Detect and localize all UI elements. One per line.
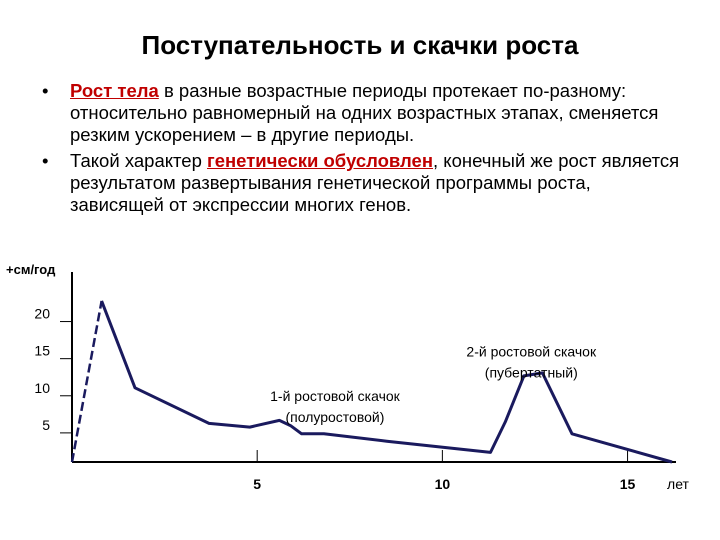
y-tick-label: 5 [42,417,50,433]
x-tick-label: 5 [253,476,261,492]
growth-spurt-annotation: 2-й ростовой скачок [466,344,597,360]
y-axis-label: +см/год [6,262,56,277]
x-axis-label: лет [667,476,689,492]
growth-spurt-annotation: 1-й ростовой скачок [270,388,401,404]
growth-spurt-annotation: (пубертатный) [485,365,578,381]
x-tick-label: 15 [620,476,636,492]
y-tick-label: 15 [34,343,50,359]
growth-curve-line [102,301,672,462]
y-tick-label: 10 [34,380,50,396]
growth-spurt-annotation: (полуростовой) [286,409,385,425]
x-tick-label: 10 [435,476,451,492]
growth-curve-initial-segment [72,301,102,462]
y-tick-label: 20 [34,306,50,322]
